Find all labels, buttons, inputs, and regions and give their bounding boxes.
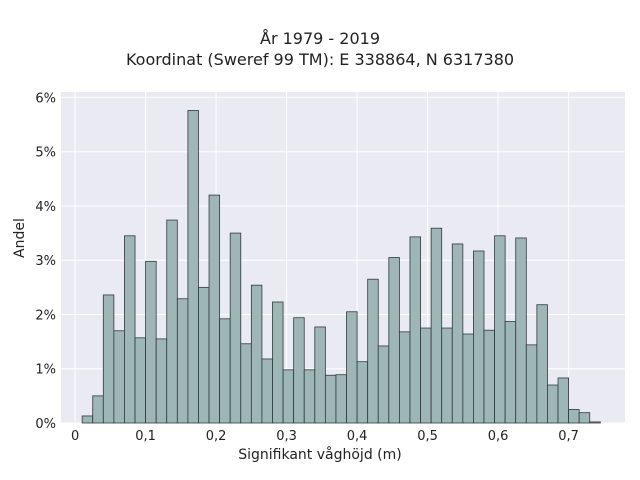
histogram-bar (155, 338, 168, 424)
histogram-bar (525, 344, 538, 424)
histogram-bar (536, 304, 548, 424)
y-tick-label: 0% (35, 417, 56, 432)
histogram-bar (335, 374, 347, 424)
x-tick-label: 0,4 (347, 429, 368, 444)
x-tick-label: 0,7 (558, 429, 579, 444)
y-tick-label: 1% (35, 363, 56, 378)
histogram-bar (187, 110, 199, 424)
histogram-bar (240, 343, 252, 424)
histogram-bar (398, 331, 411, 424)
histogram-bar (219, 318, 231, 424)
histogram-bar (589, 421, 601, 424)
x-tick-label: 0,5 (417, 429, 438, 444)
histogram-bar (208, 194, 221, 424)
histogram-bar (198, 286, 210, 424)
x-tick-label: 0,6 (488, 429, 509, 444)
histogram-bar (494, 235, 506, 424)
histogram-bar (388, 257, 400, 424)
histogram-bar (515, 237, 527, 424)
histogram-bar (250, 284, 263, 424)
histogram-bar (504, 321, 517, 424)
histogram-bar (557, 377, 570, 424)
histogram-bar (367, 278, 379, 424)
tick-labels: 0 0,1 0,2 0,3 0,4 0,5 0,6 0,7 0% 1% 2% 3% 4% 5% 6% (35, 91, 579, 444)
histogram-bar (568, 409, 580, 424)
chart-title: År 1979 - 2019 (260, 29, 380, 48)
histogram-bar (473, 250, 485, 424)
histogram-bar (229, 232, 242, 424)
x-axis-label: Signifikant våghöjd (m) (238, 447, 402, 463)
histogram-bar (451, 243, 464, 424)
histogram-bar (92, 395, 104, 424)
histogram-bar (356, 361, 369, 424)
histogram-bar (272, 301, 284, 424)
histogram-bar (430, 227, 443, 424)
histogram-bar (113, 330, 125, 424)
x-tick-label: 0,2 (206, 429, 227, 444)
histogram-bar (324, 374, 337, 424)
histogram-bar (282, 369, 295, 424)
histogram-bar (124, 235, 136, 424)
y-tick-label: 2% (35, 308, 56, 323)
histogram-bar (409, 236, 421, 424)
histogram-bar (420, 327, 432, 424)
y-tick-label: 5% (35, 146, 56, 161)
histogram-bar (102, 294, 115, 424)
chart-subtitle: Koordinat (Sweref 99 TM): E 338864, N 63… (125, 50, 515, 69)
histogram-bar (293, 317, 305, 424)
histogram-bars (81, 110, 601, 424)
histogram-bar (578, 412, 591, 424)
histogram-bar (346, 311, 358, 424)
y-tick-label: 6% (35, 91, 56, 106)
y-tick-label: 3% (35, 254, 56, 269)
histogram-bar (377, 345, 390, 424)
histogram-bar (134, 337, 146, 424)
histogram-bar (303, 369, 316, 424)
histogram-bar (145, 260, 157, 424)
y-tick-label: 4% (35, 200, 56, 215)
histogram-bar (462, 333, 474, 424)
x-tick-label: 0,1 (135, 429, 156, 444)
y-axis-label: Andel (12, 218, 28, 258)
histogram-bar (314, 326, 326, 424)
histogram-bar (176, 298, 189, 424)
histogram-bar (441, 327, 453, 424)
histogram-bar (81, 415, 94, 424)
x-tick-label: 0 (71, 429, 79, 444)
histogram-bar (166, 219, 178, 424)
histogram-bar (261, 358, 273, 424)
histogram-bar (547, 384, 559, 424)
x-tick-label: 0,3 (276, 429, 297, 444)
histogram-bar (483, 329, 495, 424)
